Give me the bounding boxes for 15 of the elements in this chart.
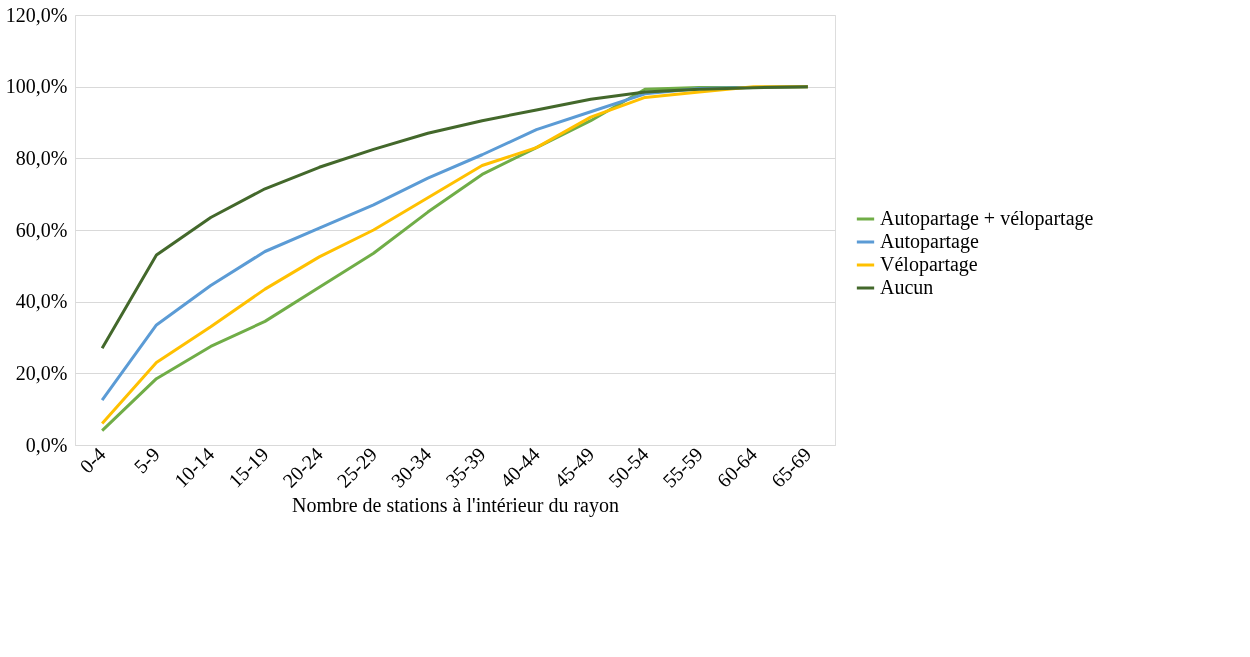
line-series bbox=[100, 85, 810, 350]
x-axis-title: Nombre de stations à l'intérieur du rayon bbox=[292, 493, 619, 517]
legend-label: Autopartage + vélopartage bbox=[880, 207, 1094, 230]
legend-label: Autopartage bbox=[880, 230, 979, 253]
legend-label: Aucun bbox=[880, 276, 934, 298]
y-tick-label: 80,0% bbox=[15, 146, 68, 169]
x-tick-label: 5-9 bbox=[129, 443, 164, 478]
y-tick-label: 0,0% bbox=[25, 433, 68, 456]
y-tick-label: 20,0% bbox=[15, 361, 68, 384]
y-tick-label: 120,0% bbox=[5, 3, 68, 26]
y-tick-label: 60,0% bbox=[15, 218, 68, 241]
y-tick-label: 40,0% bbox=[15, 290, 68, 313]
x-tick-label: 0-4 bbox=[75, 443, 110, 478]
y-tick-label: 100,0% bbox=[5, 75, 68, 98]
legend-label: Vélopartage bbox=[880, 253, 978, 276]
